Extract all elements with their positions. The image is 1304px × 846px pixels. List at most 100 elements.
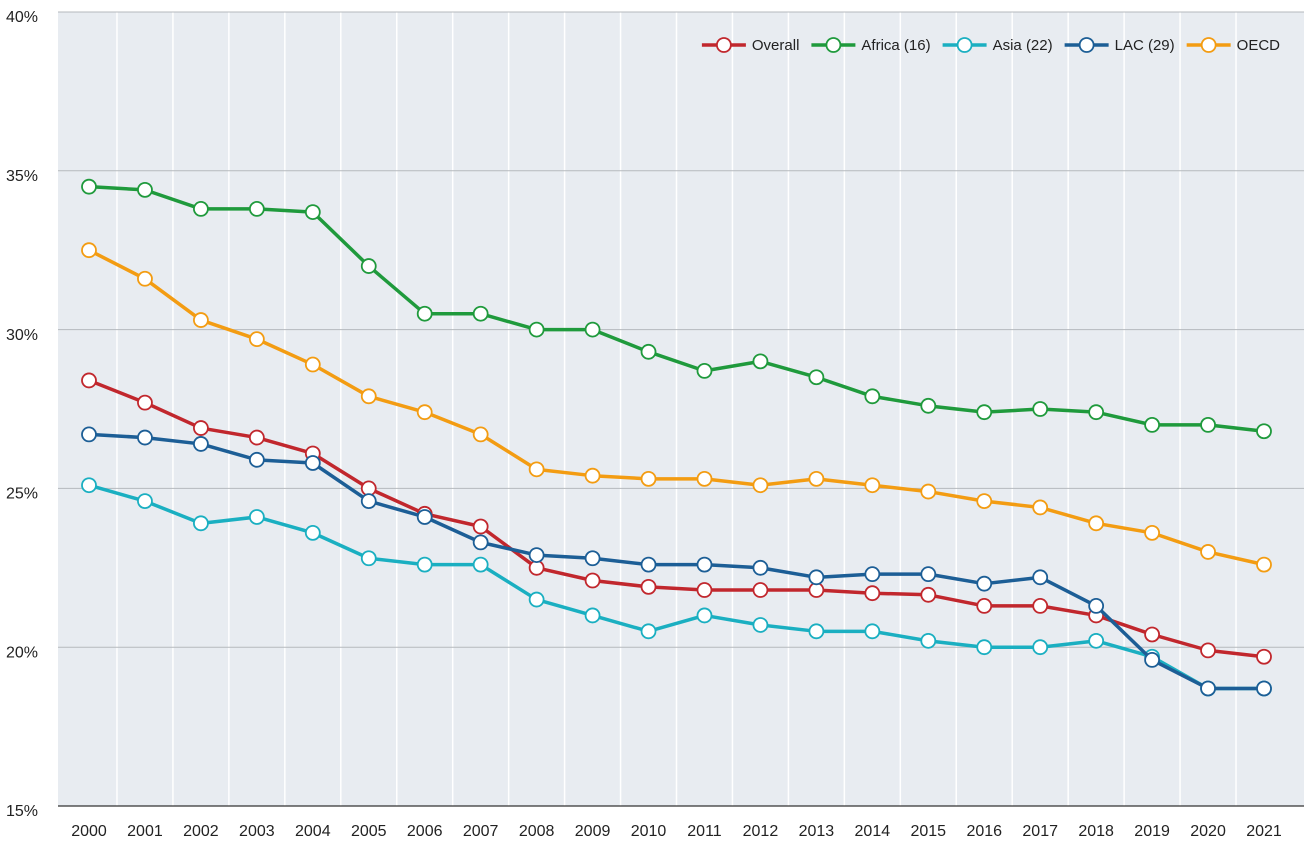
- data-point: [808, 569, 825, 586]
- legend-marker: [825, 37, 842, 53]
- data-point: [640, 623, 657, 640]
- data-point: [248, 451, 265, 468]
- x-tick-label: 2007: [463, 823, 499, 840]
- x-tick-label: 2011: [687, 823, 722, 840]
- data-point: [1144, 626, 1160, 643]
- data-point: [864, 623, 881, 640]
- x-tick-label: 2016: [966, 823, 1002, 840]
- data-point: [81, 372, 97, 389]
- data-point: [584, 572, 601, 589]
- data-point: [1032, 499, 1049, 516]
- legend-item: Overall: [701, 37, 799, 54]
- x-tick-label: 2021: [1246, 823, 1282, 840]
- data-point: [976, 575, 993, 592]
- data-point: [137, 181, 153, 198]
- x-tick-label: 2008: [519, 823, 555, 840]
- x-tick-label: 2013: [799, 823, 835, 840]
- legend-marker: [1078, 37, 1095, 53]
- data-point: [528, 591, 545, 608]
- data-point: [920, 566, 937, 583]
- data-point: [808, 470, 825, 487]
- data-point: [920, 586, 937, 603]
- data-point: [752, 559, 769, 576]
- data-point: [472, 556, 489, 573]
- data-point: [360, 388, 377, 405]
- y-tick-label: 30%: [6, 327, 38, 344]
- data-point: [1144, 416, 1160, 433]
- data-point: [976, 639, 993, 656]
- data-point: [640, 556, 657, 573]
- series-line: [88, 432, 1264, 691]
- data-point: [193, 312, 209, 328]
- data-point: [528, 321, 545, 338]
- data-point: [304, 204, 321, 220]
- data-point: [81, 477, 97, 494]
- data-point: [976, 404, 993, 421]
- data-point: [360, 493, 377, 510]
- data-point: [920, 632, 937, 649]
- series-line: [88, 184, 1265, 433]
- x-tick-label: 2010: [631, 823, 667, 840]
- x-tick-label: 2012: [743, 823, 779, 840]
- data-point: [416, 509, 433, 525]
- x-tick-label: 2019: [1134, 823, 1170, 840]
- data-point: [696, 607, 713, 624]
- data-point: [81, 178, 97, 195]
- legend-label: Asia (22): [993, 37, 1053, 54]
- data-point: [248, 331, 265, 348]
- data-point: [1200, 416, 1216, 433]
- y-tick-label: 15%: [6, 803, 38, 820]
- data-point: [416, 305, 433, 322]
- data-point: [752, 617, 769, 633]
- data-point: [1256, 648, 1272, 665]
- data-point: [1256, 556, 1272, 573]
- data-point: [248, 429, 265, 446]
- data-point: [1032, 639, 1049, 656]
- data-point: [360, 550, 377, 567]
- series-line: [88, 378, 1265, 659]
- data-point: [808, 369, 825, 386]
- data-point: [584, 550, 601, 567]
- data-point: [193, 201, 209, 217]
- data-point: [696, 362, 713, 379]
- plot-area: [58, 12, 1304, 806]
- data-point: [1088, 515, 1105, 532]
- x-tick-label: 2009: [575, 823, 611, 840]
- data-point: [137, 394, 153, 411]
- legend-label: OECD: [1237, 37, 1281, 54]
- data-point: [416, 404, 433, 421]
- data-point: [472, 534, 489, 551]
- data-point: [137, 429, 153, 446]
- legend-item: OECD: [1186, 37, 1281, 54]
- legend-item: Africa (16): [811, 37, 931, 54]
- x-tick-label: 2001: [127, 823, 163, 840]
- x-tick-label: 2003: [239, 823, 275, 840]
- data-point: [976, 493, 993, 510]
- legend-marker: [956, 37, 973, 53]
- data-point: [304, 524, 321, 541]
- data-point: [920, 483, 937, 500]
- data-point: [1088, 632, 1105, 649]
- data-point: [472, 305, 489, 322]
- series-line: [88, 248, 1265, 567]
- x-tick-label: 2015: [910, 823, 946, 840]
- data-point: [304, 356, 321, 373]
- x-tick-label: 2000: [71, 823, 107, 840]
- data-point: [920, 397, 937, 414]
- data-point: [584, 607, 601, 624]
- data-point: [472, 518, 489, 535]
- data-point: [752, 353, 769, 370]
- data-point: [1256, 680, 1272, 697]
- data-point: [1032, 598, 1049, 614]
- data-point: [1032, 401, 1049, 417]
- data-point: [1200, 544, 1216, 560]
- legend-item: LAC (29): [1064, 37, 1175, 54]
- legend-label: Africa (16): [861, 37, 930, 54]
- x-tick-label: 2014: [855, 823, 891, 840]
- series-line: [88, 483, 1264, 691]
- legend-label: LAC (29): [1115, 37, 1175, 54]
- data-point: [696, 470, 713, 487]
- data-point: [304, 455, 321, 471]
- data-point: [193, 420, 209, 436]
- data-point: [1088, 404, 1105, 421]
